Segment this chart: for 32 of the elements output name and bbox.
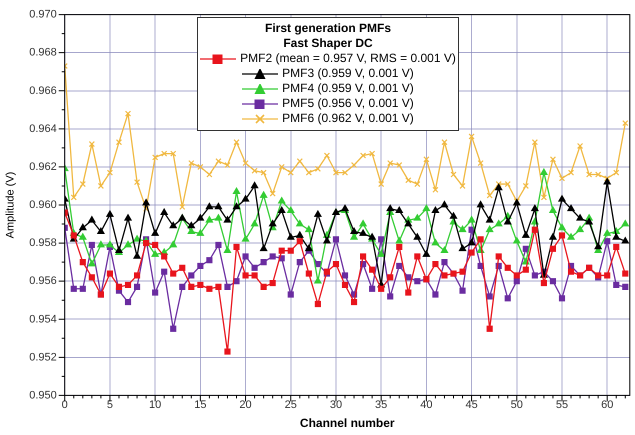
y-tick-label: 0.958 [29, 237, 57, 250]
x-tick-label: 20 [239, 399, 252, 412]
x-tick-label: 5 [106, 399, 113, 412]
y-tick-label: 0.970 [29, 8, 57, 21]
y-tick-label: 0.968 [29, 46, 57, 59]
y-tick-label: 0.952 [29, 351, 57, 364]
x-tick-label: 10 [149, 399, 162, 412]
x-tick-label: 40 [420, 399, 432, 412]
x-tick-label: 15 [194, 399, 206, 412]
legend-label: PMF5 (0.956 V, 0.001 V) [282, 96, 414, 111]
x-tick-label: 60 [601, 399, 614, 412]
y-tick-label: 0.950 [29, 389, 57, 402]
x-tick-label: 35 [375, 399, 388, 412]
y-axis-title: Amplitude (V) [4, 172, 17, 238]
x-tick-label: 0 [62, 399, 68, 412]
legend-title: First generation PMFs Fast Shaper DC [264, 21, 392, 51]
y-tick-label: 0.960 [29, 199, 57, 212]
legend-label: PMF4 (0.959 V, 0.001 V) [282, 81, 414, 96]
y-tick-label: 0.954 [29, 313, 57, 326]
x-axis-title: Channel number [300, 416, 395, 430]
x-tick-label: 55 [556, 399, 568, 412]
y-tick-label: 0.966 [29, 84, 57, 97]
legend-label: PMF6 (0.962 V, 0.001 V) [282, 111, 414, 126]
y-tick-label: 0.956 [29, 275, 57, 288]
x-tick-label: 30 [330, 399, 342, 412]
legend-label: PMF3 (0.959 V, 0.001 V) [282, 66, 414, 81]
x-tick-label: 45 [465, 399, 478, 412]
x-tick-label: 50 [510, 399, 523, 412]
x-tick-label: 25 [284, 399, 297, 412]
legend-label: PMF2 (mean = 0.957 V, RMS = 0.001 V) [240, 51, 456, 66]
y-tick-label: 0.962 [29, 160, 57, 173]
y-tick-label: 0.964 [29, 122, 57, 135]
